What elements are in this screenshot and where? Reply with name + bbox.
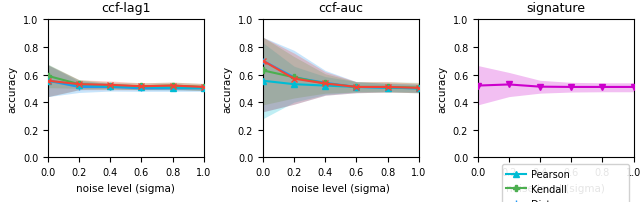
Legend: Pearson, Kendall, Distance, Mutual information: Pearson, Kendall, Distance, Mutual infor… [502, 164, 628, 202]
Title: ccf-lag1: ccf-lag1 [101, 2, 150, 15]
Title: signature: signature [526, 2, 585, 15]
Y-axis label: accuracy: accuracy [7, 65, 17, 112]
X-axis label: noise level (sigma): noise level (sigma) [291, 183, 390, 193]
X-axis label: noise level (sigma): noise level (sigma) [76, 183, 175, 193]
Y-axis label: accuracy: accuracy [222, 65, 232, 112]
Y-axis label: accuracy: accuracy [437, 65, 447, 112]
X-axis label: noise level (sigma): noise level (sigma) [506, 183, 605, 193]
Title: ccf-auc: ccf-auc [318, 2, 364, 15]
